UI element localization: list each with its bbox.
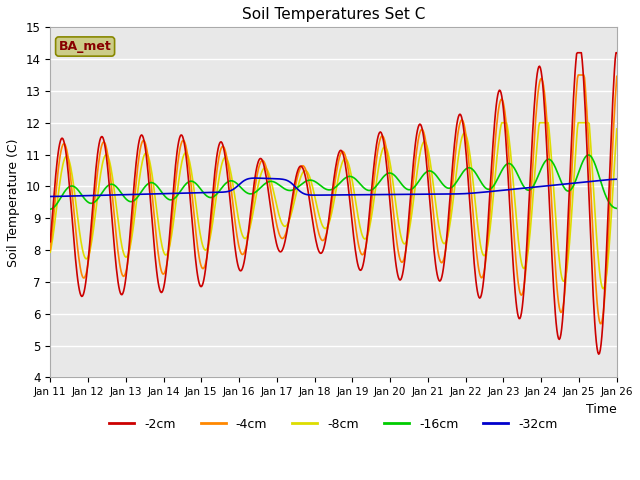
Title: Soil Temperatures Set C: Soil Temperatures Set C xyxy=(242,7,425,22)
X-axis label: Time: Time xyxy=(586,403,617,416)
Legend: -2cm, -4cm, -8cm, -16cm, -32cm: -2cm, -4cm, -8cm, -16cm, -32cm xyxy=(104,413,563,436)
Text: BA_met: BA_met xyxy=(59,40,111,53)
Y-axis label: Soil Temperature (C): Soil Temperature (C) xyxy=(7,138,20,266)
